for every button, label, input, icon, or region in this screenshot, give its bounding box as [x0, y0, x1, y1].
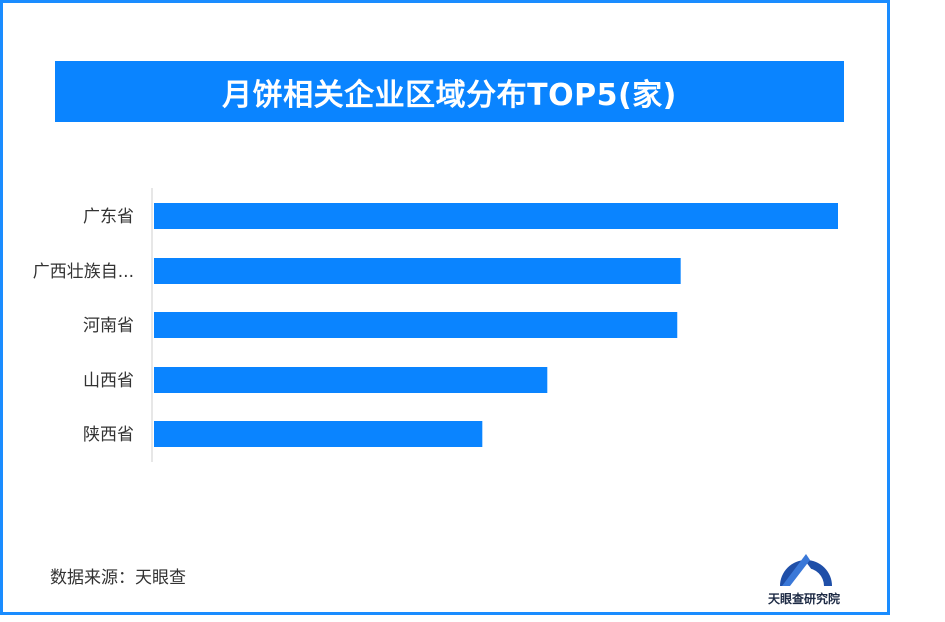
- category-label-4: 陕西省: [83, 425, 134, 445]
- chart-title: 月饼相关企业区域分布TOP5(家): [55, 61, 844, 122]
- bar-4: [154, 421, 483, 447]
- bar-1: [154, 258, 681, 284]
- category-label-2: 河南省: [83, 316, 134, 336]
- category-label-1: 广西壮族自...: [33, 262, 134, 282]
- data-source-label: 数据来源：天眼查: [50, 568, 186, 588]
- bar-0: [154, 203, 838, 229]
- category-label-3: 山西省: [83, 371, 134, 391]
- category-label-0: 广东省: [83, 207, 134, 227]
- tianyancha-logo-icon: [780, 554, 832, 586]
- bar-2: [154, 312, 678, 338]
- brand-label: 天眼查研究院: [767, 592, 840, 606]
- bar-3: [154, 367, 548, 393]
